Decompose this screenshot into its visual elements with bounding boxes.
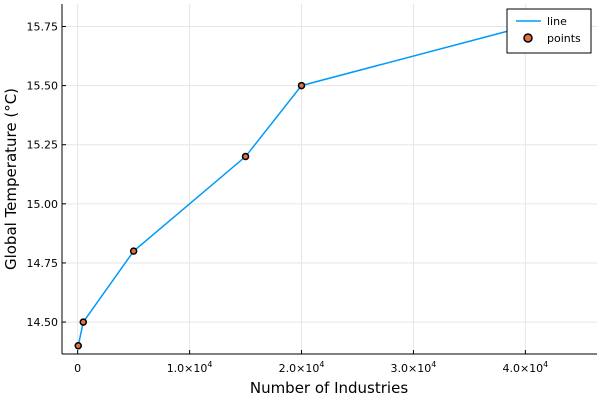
x-tick-label: 0 — [74, 362, 81, 375]
y-tick-label: 14.50 — [27, 316, 59, 329]
data-point — [297, 81, 306, 90]
x-tick-label: 4.0×104 — [502, 360, 548, 375]
legend-label-points: points — [547, 32, 581, 45]
x-tick-label: 2.0×104 — [279, 360, 325, 375]
y-tick-label: 15.00 — [27, 198, 59, 211]
y-tick-label: 15.25 — [27, 139, 59, 152]
x-ticks: 0 1.0×104 2.0×104 3.0×104 4.0×104 — [74, 350, 548, 375]
x-tick-label: 3.0×104 — [391, 360, 437, 375]
y-tick-label: 14.75 — [27, 257, 59, 270]
y-axis-title: Global Temperature (°C) — [2, 88, 20, 270]
y-ticks: 14.50 14.75 15.00 15.25 15.50 15.75 — [27, 20, 66, 329]
axes — [61, 4, 597, 355]
series-line — [77, 25, 526, 346]
data-point — [241, 152, 250, 161]
data-point — [129, 247, 138, 255]
legend: line points — [506, 8, 592, 54]
legend-points-swatch — [523, 33, 533, 43]
y-tick-label: 15.75 — [27, 20, 59, 33]
x-tick-label: 1.0×104 — [167, 360, 213, 375]
x-axis-title: Number of Industries — [250, 379, 408, 397]
legend-box — [506, 8, 592, 54]
grid — [62, 4, 597, 354]
data-point — [74, 341, 82, 350]
data-point — [79, 318, 88, 326]
legend-label-line: line — [547, 15, 567, 28]
y-tick-label: 15.50 — [27, 80, 59, 93]
